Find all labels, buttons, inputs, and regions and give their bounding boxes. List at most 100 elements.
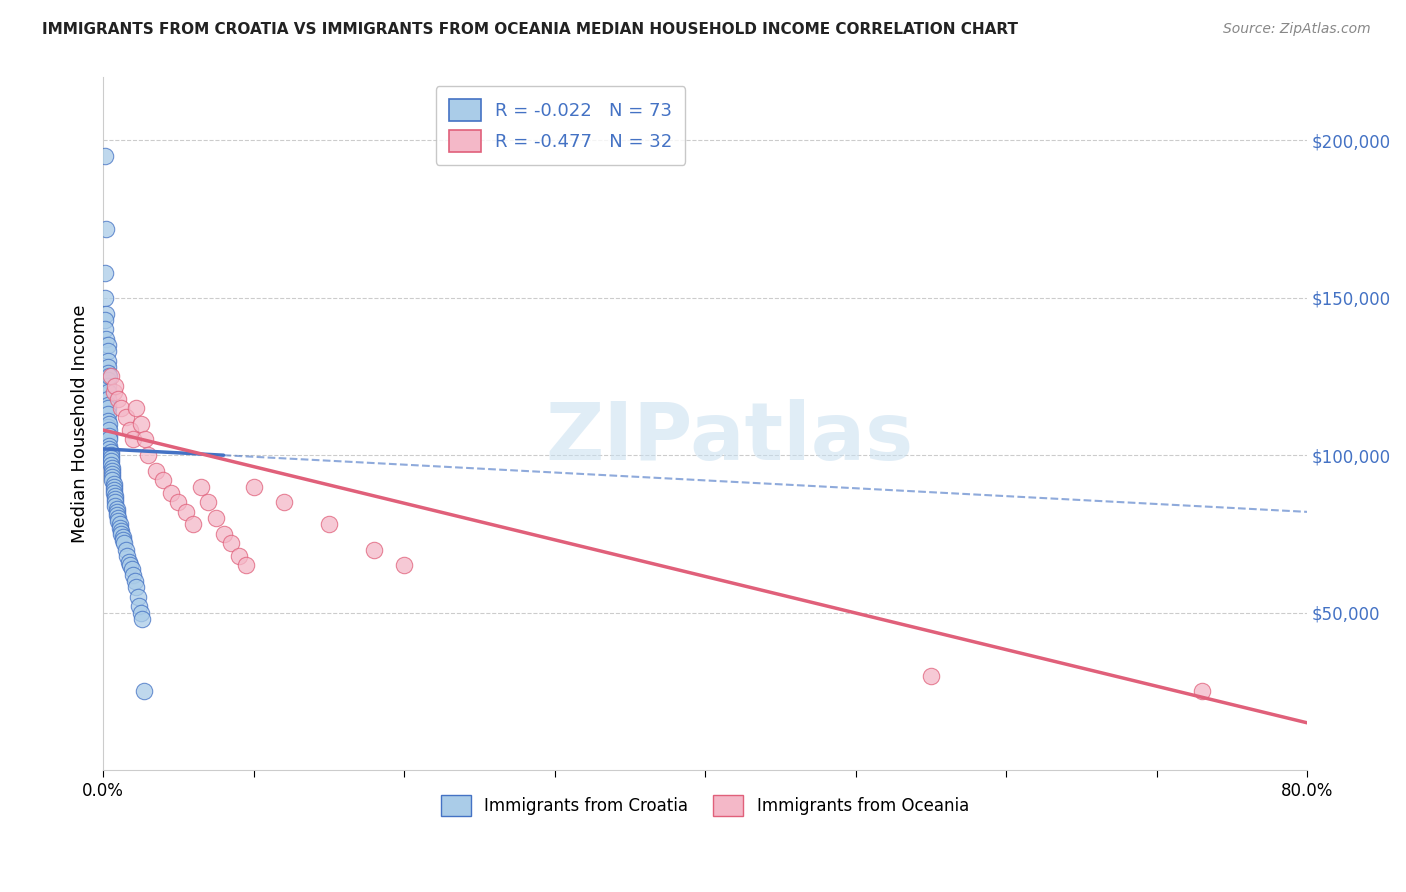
Point: [205, 511, 228, 525]
Point: [103, 480, 125, 494]
Point: [104, 379, 127, 393]
Point: [93, 313, 115, 327]
Point: [100, 448, 122, 462]
Point: [174, 505, 197, 519]
Legend: Immigrants from Croatia, Immigrants from Oceania: Immigrants from Croatia, Immigrants from…: [433, 787, 977, 824]
Point: [120, 558, 142, 573]
Point: [103, 486, 125, 500]
Point: [105, 508, 128, 522]
Point: [134, 433, 156, 447]
Point: [98, 433, 121, 447]
Point: [103, 385, 125, 400]
Point: [97, 401, 120, 415]
Point: [97, 385, 120, 400]
Point: [108, 520, 131, 534]
Point: [98, 423, 121, 437]
Point: [107, 392, 129, 406]
Point: [110, 401, 132, 415]
Point: [93, 266, 115, 280]
Point: [97, 338, 120, 352]
Point: [111, 530, 134, 544]
Point: [114, 542, 136, 557]
Point: [108, 517, 131, 532]
Point: [129, 606, 152, 620]
Point: [101, 464, 124, 478]
Point: [97, 344, 120, 359]
Point: [104, 489, 127, 503]
Point: [111, 533, 134, 548]
Point: [94, 307, 117, 321]
Point: [97, 398, 120, 412]
Point: [98, 442, 121, 456]
Point: [97, 413, 120, 427]
Point: [104, 499, 127, 513]
Point: [94, 221, 117, 235]
Point: [100, 454, 122, 468]
Point: [128, 599, 150, 614]
Point: [100, 369, 122, 384]
Point: [129, 417, 152, 431]
Point: [93, 149, 115, 163]
Point: [920, 668, 942, 682]
Text: IMMIGRANTS FROM CROATIA VS IMMIGRANTS FROM OCEANIA MEDIAN HOUSEHOLD INCOME CORRE: IMMIGRANTS FROM CROATIA VS IMMIGRANTS FR…: [42, 22, 1018, 37]
Point: [104, 495, 127, 509]
Point: [93, 291, 115, 305]
Point: [235, 558, 257, 573]
Point: [110, 524, 132, 538]
Point: [97, 379, 120, 393]
Point: [132, 684, 155, 698]
Point: [124, 574, 146, 588]
Point: [97, 420, 120, 434]
Point: [131, 612, 153, 626]
Point: [104, 492, 127, 507]
Point: [97, 407, 120, 421]
Point: [107, 511, 129, 525]
Point: [101, 474, 124, 488]
Point: [136, 448, 159, 462]
Point: [392, 558, 415, 573]
Point: [114, 410, 136, 425]
Point: [122, 567, 145, 582]
Point: [103, 476, 125, 491]
Point: [112, 536, 135, 550]
Point: [110, 527, 132, 541]
Point: [118, 555, 141, 569]
Point: [212, 527, 235, 541]
Point: [318, 517, 340, 532]
Point: [190, 480, 212, 494]
Text: ZIPatlas: ZIPatlas: [546, 399, 914, 476]
Point: [107, 514, 129, 528]
Point: [98, 439, 121, 453]
Point: [101, 467, 124, 481]
Y-axis label: Median Household Income: Median Household Income: [72, 304, 89, 543]
Point: [183, 517, 205, 532]
Point: [98, 429, 121, 443]
Point: [125, 401, 148, 415]
Point: [105, 501, 128, 516]
Point: [242, 480, 264, 494]
Point: [97, 373, 120, 387]
Point: [94, 332, 117, 346]
Point: [97, 426, 120, 441]
Point: [197, 495, 219, 509]
Point: [98, 417, 121, 431]
Point: [100, 445, 122, 459]
Point: [273, 495, 295, 509]
Point: [167, 495, 190, 509]
Text: Source: ZipAtlas.com: Source: ZipAtlas.com: [1223, 22, 1371, 37]
Point: [105, 505, 128, 519]
Point: [97, 353, 120, 368]
Point: [228, 549, 250, 563]
Point: [97, 392, 120, 406]
Point: [160, 486, 183, 500]
Point: [103, 483, 125, 497]
Point: [363, 542, 385, 557]
Point: [100, 458, 122, 472]
Point: [1191, 684, 1213, 698]
Point: [219, 536, 242, 550]
Point: [127, 590, 149, 604]
Point: [121, 561, 143, 575]
Point: [98, 369, 121, 384]
Point: [97, 367, 120, 381]
Point: [100, 451, 122, 466]
